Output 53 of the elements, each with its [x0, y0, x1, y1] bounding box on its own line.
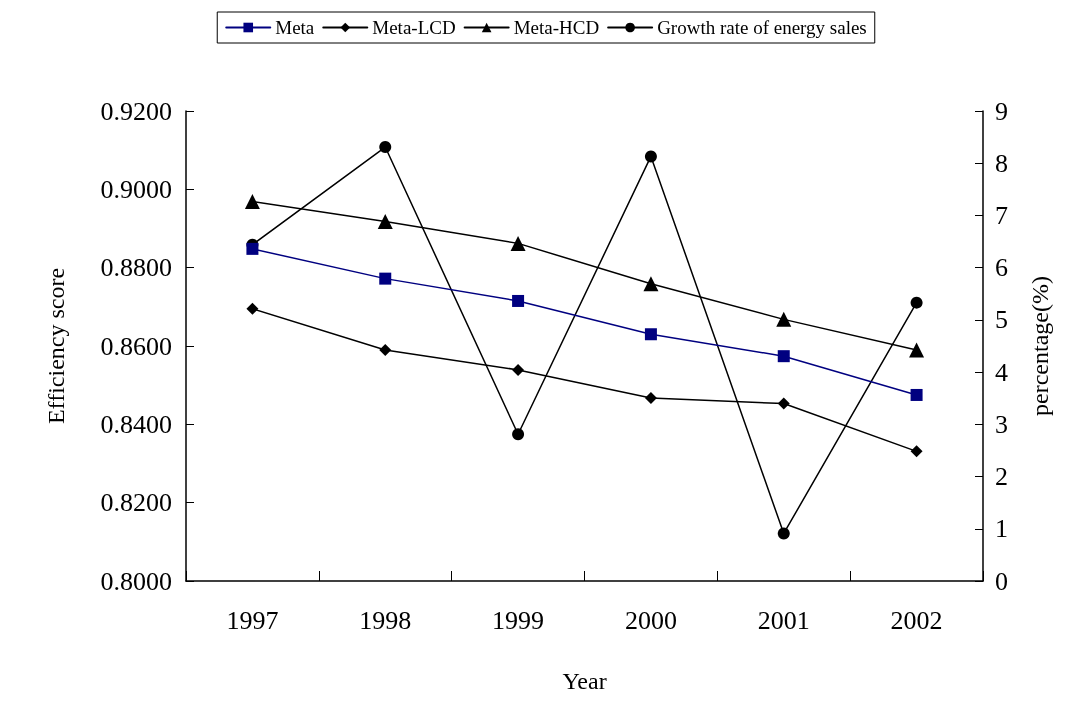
y-tick-label: 0.8000 — [100, 566, 172, 596]
point — [777, 397, 790, 410]
y-tick-label: 0.8200 — [100, 488, 172, 518]
y2-tick-label: 9 — [995, 96, 1008, 126]
point — [777, 527, 790, 540]
y2-axis-title: percentage(%) — [1027, 276, 1053, 416]
point — [379, 343, 392, 356]
legend-label: Growth rate of energy sales — [657, 17, 867, 38]
y2-tick-label: 1 — [995, 514, 1008, 544]
point — [910, 296, 923, 309]
y-tick-label: 0.8600 — [100, 331, 172, 361]
x-tick-label: 1999 — [492, 605, 545, 635]
point — [510, 235, 526, 251]
y2-tick-label: 7 — [995, 200, 1008, 230]
point — [643, 276, 659, 292]
y2-tick-label: 4 — [995, 357, 1008, 387]
y-tick-label: 0.8400 — [100, 409, 172, 439]
legend-label: Meta — [275, 17, 315, 38]
x-tick-label: 2001 — [757, 605, 810, 635]
point — [512, 363, 525, 376]
y-tick-label: 0.9200 — [100, 96, 172, 126]
y-tick-label: 0.9000 — [100, 174, 172, 204]
point — [512, 294, 525, 307]
point — [644, 392, 657, 405]
point — [377, 213, 393, 229]
y-tick-label: 0.8800 — [100, 253, 172, 283]
legend-label: Meta-HCD — [513, 17, 600, 38]
point — [246, 302, 259, 315]
point — [776, 311, 792, 327]
point — [644, 150, 657, 163]
y2-tick-label: 3 — [995, 409, 1008, 439]
point — [246, 242, 259, 255]
point — [379, 141, 392, 154]
y2-tick-label: 5 — [995, 305, 1008, 335]
point — [379, 272, 392, 285]
point — [512, 428, 525, 441]
point — [244, 193, 260, 209]
point — [644, 328, 657, 341]
y2-tick-label: 8 — [995, 148, 1008, 178]
point — [777, 350, 790, 363]
x-tick-label: 1997 — [226, 605, 279, 635]
legend-label: Meta-LCD — [372, 17, 456, 38]
x-axis-title: Year — [562, 668, 607, 694]
x-tick-label: 2000 — [624, 605, 677, 635]
y2-tick-label: 2 — [995, 462, 1008, 492]
point — [910, 388, 923, 401]
point — [910, 445, 923, 458]
x-tick-label: 1998 — [359, 605, 412, 635]
y2-tick-label: 0 — [995, 566, 1008, 596]
x-tick-label: 2002 — [890, 605, 943, 635]
point — [909, 342, 925, 358]
y-axis-title: Efficiency score — [43, 267, 69, 425]
y2-tick-label: 6 — [995, 253, 1008, 283]
